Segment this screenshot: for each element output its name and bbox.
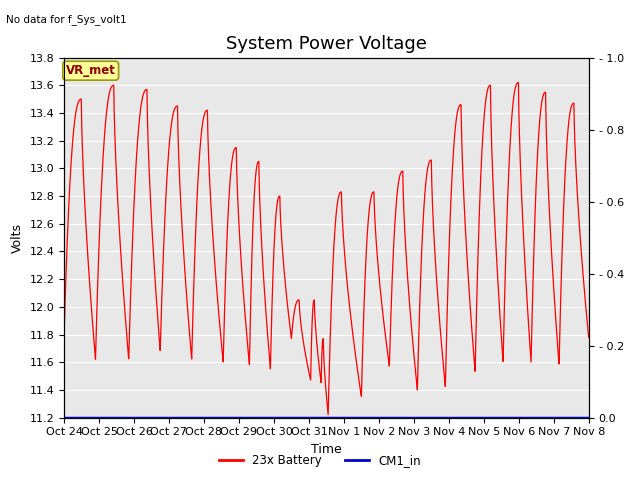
- Text: No data for f_Sys_volt1: No data for f_Sys_volt1: [6, 14, 127, 25]
- X-axis label: Time: Time: [311, 443, 342, 456]
- Y-axis label: Volts: Volts: [11, 223, 24, 252]
- Title: System Power Voltage: System Power Voltage: [226, 35, 427, 53]
- Text: VR_met: VR_met: [66, 64, 116, 77]
- Legend: 23x Battery, CM1_in: 23x Battery, CM1_in: [214, 449, 426, 472]
